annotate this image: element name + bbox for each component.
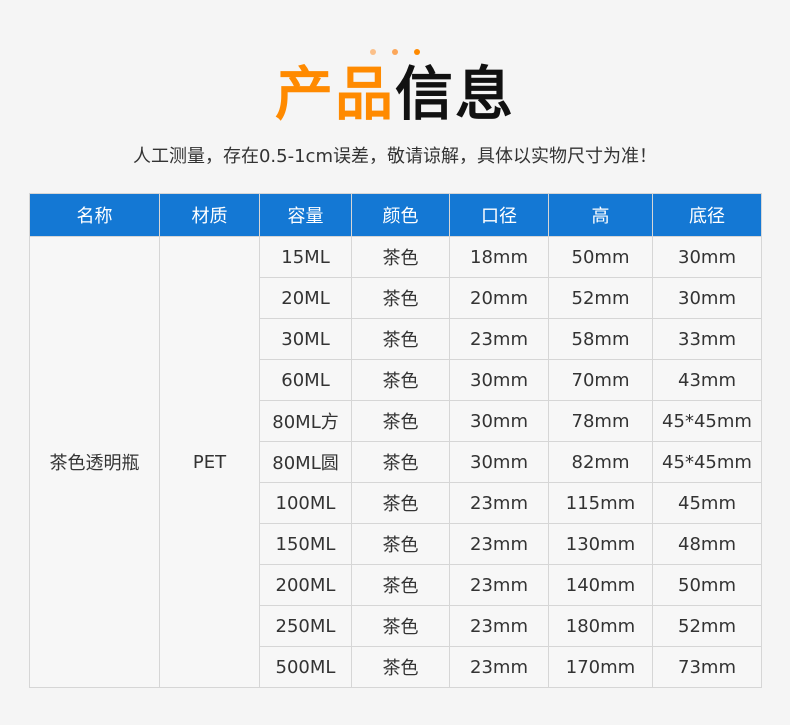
table-row: 茶色透明瓶 PET 15ML 茶色 18mm 50mm 30mm — [29, 236, 762, 688]
table-cell: 23mm — [449, 318, 549, 360]
table-cell: 140mm — [548, 564, 653, 606]
table-cell: 30ML — [259, 318, 352, 360]
column-header: 颜色 — [351, 193, 450, 237]
table-cell: 58mm — [548, 318, 653, 360]
column-header: 容量 — [259, 193, 352, 237]
table-cell: 48mm — [652, 523, 762, 565]
table-cell: 茶色 — [351, 523, 450, 565]
table-cell: 30mm — [652, 236, 762, 278]
table-row: 80ML圆 茶色 30mm 82mm 45*45mm — [30, 441, 762, 483]
product-table: 名称 材质 容量 颜色 口径高底径 茶色透明瓶 PET 15ML 茶色 18mm 50mm 30mm… — [29, 193, 762, 688]
table-cell: 23mm — [449, 523, 549, 565]
table-cell: 茶色 — [351, 646, 450, 688]
table-cell: 23mm — [449, 482, 549, 524]
table-cell: 33mm — [652, 318, 762, 360]
column-header: 高 — [548, 193, 653, 237]
table-cell: 18mm — [449, 236, 549, 278]
table-cell: 500ML — [259, 646, 352, 688]
page-title: 产品信息 — [0, 58, 790, 130]
table-cell: 73mm — [652, 646, 762, 688]
table-cell: 30mm — [449, 441, 549, 483]
table-cell: 23mm — [449, 646, 549, 688]
table-cell: 52mm — [548, 277, 653, 319]
table-cell: 82mm — [548, 441, 653, 483]
table-row: 30ML 茶色 23mm 58mm 33mm — [30, 318, 762, 360]
material-cell: PET — [159, 236, 260, 688]
table-cell: 45*45mm — [652, 400, 762, 442]
table-cell: 43mm — [652, 359, 762, 401]
table-cell: 80ML方 — [259, 400, 352, 442]
table-cell: 23mm — [449, 605, 549, 647]
table-cell: 115mm — [548, 482, 653, 524]
table-cell: 45mm — [652, 482, 762, 524]
table-cell: 70mm — [548, 359, 653, 401]
table-row: 500ML 茶色 23mm 170mm 73mm — [30, 646, 762, 688]
table-cell: 茶色 — [351, 605, 450, 647]
table-cell: 15ML — [259, 236, 352, 278]
table-row: 100ML 茶色 23mm 115mm 45mm — [30, 482, 762, 524]
dot-icon — [370, 49, 376, 55]
table-cell: 茶色 — [351, 441, 450, 483]
column-header: 名称 — [29, 193, 160, 237]
table-cell: 茶色 — [351, 482, 450, 524]
subtitle: 人工测量，存在0.5-1cm误差，敬请谅解，具体以实物尺寸为准！ — [132, 146, 657, 167]
table-cell: 45*45mm — [652, 441, 762, 483]
table-cell: 200ML — [259, 564, 352, 606]
table-cell: 150ML — [259, 523, 352, 565]
table-cell: 茶色 — [351, 359, 450, 401]
table-cell: 茶色 — [351, 236, 450, 278]
dot-icon — [414, 49, 420, 55]
title-main: 信息 — [395, 60, 516, 128]
table-row: 80ML方 茶色 30mm 78mm 45*45mm — [30, 400, 762, 442]
table-cell: 茶色 — [351, 318, 450, 360]
product-name-cell: 茶色透明瓶 — [29, 236, 160, 688]
table-cell: 180mm — [548, 605, 653, 647]
decorative-dots — [0, 40, 790, 59]
table-cell: 52mm — [652, 605, 762, 647]
table-header: 名称 材质 容量 颜色 口径高底径 — [29, 193, 762, 237]
table-cell: 100ML — [259, 482, 352, 524]
table-cell: 50mm — [652, 564, 762, 606]
table-cell: 20mm — [449, 277, 549, 319]
dot-icon — [392, 49, 398, 55]
table-cell: 茶色 — [351, 277, 450, 319]
column-header: 材质 — [159, 193, 260, 237]
table-cell: 250ML — [259, 605, 352, 647]
table-cell: 茶色 — [351, 564, 450, 606]
table-cell: 80ML圆 — [259, 441, 352, 483]
table-cell: 50mm — [548, 236, 653, 278]
table-row: 150ML 茶色 23mm 130mm 48mm — [30, 523, 762, 565]
column-header: 口径 — [449, 193, 549, 237]
table-row: 200ML 茶色 23mm 140mm 50mm — [30, 564, 762, 606]
table-row: 20ML 茶色 20mm 52mm 30mm — [30, 277, 762, 319]
column-header: 底径 — [652, 193, 762, 237]
table-row: 60ML 茶色 30mm 70mm 43mm — [30, 359, 762, 401]
table-cell: 23mm — [449, 564, 549, 606]
table-cell: 130mm — [548, 523, 653, 565]
table-cell: 60ML — [259, 359, 352, 401]
table-cell: 30mm — [652, 277, 762, 319]
table-cell: 20ML — [259, 277, 352, 319]
table-cell: 170mm — [548, 646, 653, 688]
table-cell: 78mm — [548, 400, 653, 442]
title-accent: 产品 — [274, 60, 395, 128]
table-cell: 茶色 — [351, 400, 450, 442]
table-cell: 30mm — [449, 400, 549, 442]
table-cell: 30mm — [449, 359, 549, 401]
